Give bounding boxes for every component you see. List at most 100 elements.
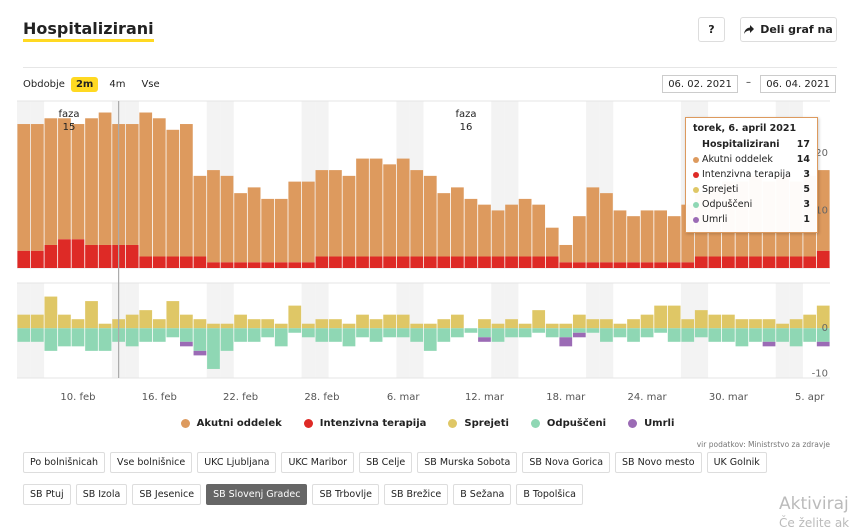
legend-swatch bbox=[530, 419, 540, 428]
x-tick-label: 5. apr bbox=[795, 392, 825, 403]
bar bbox=[301, 181, 315, 263]
x-tick-label: 30. mar bbox=[709, 392, 749, 403]
bar bbox=[586, 328, 600, 333]
bar bbox=[423, 175, 437, 257]
share-button[interactable]: Deli graf na bbox=[740, 17, 837, 42]
bar bbox=[139, 256, 153, 268]
y-tick-label: 10 bbox=[815, 205, 828, 216]
bar bbox=[708, 314, 722, 329]
x-tick-label: 16. feb bbox=[142, 392, 177, 403]
legend-item[interactable]: Odpuščeni bbox=[530, 418, 606, 429]
bar bbox=[315, 328, 329, 342]
bar bbox=[789, 328, 803, 347]
bar bbox=[762, 319, 776, 329]
bar bbox=[613, 262, 627, 268]
hospital-button[interactable]: SB Novo mesto bbox=[615, 452, 702, 473]
hospital-button[interactable]: SB Ptuj bbox=[23, 484, 71, 505]
tooltip: torek, 6. april 2021 Hospitalizirani 17 Ak… bbox=[685, 117, 818, 233]
bar bbox=[478, 256, 491, 268]
bar bbox=[44, 118, 58, 245]
hospital-button[interactable]: SB Trbovlje bbox=[312, 484, 379, 505]
bar bbox=[152, 118, 166, 257]
bar bbox=[816, 341, 830, 347]
bar bbox=[329, 256, 342, 268]
tooltip-value: 17 bbox=[796, 139, 810, 150]
bar bbox=[451, 328, 464, 338]
hospital-button[interactable]: UKC Maribor bbox=[281, 452, 355, 473]
bar bbox=[152, 328, 166, 342]
bar bbox=[207, 328, 220, 369]
hospital-button[interactable]: UK Golnik bbox=[706, 452, 767, 473]
bar bbox=[207, 262, 220, 268]
bar bbox=[166, 301, 180, 329]
legend-item[interactable]: Intenzivna terapija bbox=[303, 418, 426, 429]
hospital-button[interactable]: Vse bolnišnice bbox=[110, 452, 193, 473]
date-from[interactable]: 06. 02. 2021 bbox=[662, 75, 738, 93]
bar bbox=[816, 305, 830, 329]
bar bbox=[356, 158, 369, 257]
bar bbox=[288, 328, 302, 333]
bar bbox=[301, 323, 315, 329]
bar bbox=[735, 256, 749, 268]
bar bbox=[559, 328, 573, 338]
bar bbox=[125, 328, 139, 347]
bar bbox=[342, 256, 356, 268]
hospital-button[interactable]: SB Slovenj Gradec bbox=[206, 484, 308, 505]
hospital-button[interactable]: SB Murska Sobota bbox=[417, 452, 518, 473]
legend-item[interactable]: Umrli bbox=[628, 418, 674, 429]
legend-item[interactable]: Sprejeti bbox=[448, 418, 509, 429]
bar bbox=[613, 323, 627, 329]
period-option[interactable]: 2m bbox=[70, 77, 99, 92]
bar bbox=[17, 314, 31, 329]
bar bbox=[369, 328, 383, 342]
bar bbox=[193, 256, 207, 268]
bar bbox=[369, 158, 383, 257]
bar bbox=[491, 323, 505, 329]
hospital-button[interactable]: B Topolšica bbox=[516, 484, 583, 505]
bar bbox=[478, 328, 491, 338]
bar bbox=[261, 198, 275, 263]
bar bbox=[71, 328, 85, 347]
share-label: Deli graf na bbox=[760, 23, 833, 36]
bar bbox=[180, 314, 193, 329]
bar bbox=[247, 262, 261, 268]
bar bbox=[667, 262, 681, 268]
bar bbox=[180, 124, 193, 257]
period-option[interactable]: 4m bbox=[109, 79, 126, 90]
bar bbox=[30, 124, 44, 251]
help-button[interactable]: ? bbox=[698, 17, 725, 42]
bar bbox=[247, 187, 261, 263]
bar bbox=[776, 328, 789, 342]
tooltip-dot bbox=[693, 186, 699, 193]
hospital-button[interactable]: SB Jesenice bbox=[132, 484, 202, 505]
hospital-button[interactable]: SB Izola bbox=[75, 484, 128, 505]
hospital-button[interactable]: UKC Ljubljana bbox=[197, 452, 277, 473]
bar bbox=[396, 158, 410, 257]
legend-item[interactable]: Akutni oddelek bbox=[180, 418, 282, 429]
bar bbox=[640, 210, 654, 263]
tooltip-label: Odpuščeni bbox=[702, 199, 753, 210]
bar bbox=[572, 328, 586, 333]
period-option[interactable]: Vse bbox=[141, 79, 160, 90]
bar bbox=[694, 310, 708, 329]
bar bbox=[85, 244, 98, 268]
hospital-button[interactable]: SB Brežice bbox=[383, 484, 449, 505]
bar bbox=[545, 227, 559, 257]
hospital-button[interactable]: SB Celje bbox=[359, 452, 413, 473]
hospital-button[interactable]: B Sežana bbox=[453, 484, 512, 505]
hospital-button[interactable]: SB Nova Gorica bbox=[522, 452, 611, 473]
bar bbox=[789, 319, 803, 329]
hospital-button[interactable]: Po bolnišnicah bbox=[23, 452, 106, 473]
bar bbox=[315, 170, 329, 257]
bar bbox=[71, 319, 85, 329]
tooltip-row: Umrli 1 bbox=[693, 212, 810, 227]
bar bbox=[627, 216, 640, 263]
share-icon bbox=[744, 25, 755, 34]
bar bbox=[478, 337, 491, 342]
date-to[interactable]: 06. 04. 2021 bbox=[760, 75, 836, 93]
bar bbox=[247, 328, 261, 342]
bar bbox=[342, 323, 356, 329]
bar bbox=[451, 256, 464, 268]
tooltip-row: Akutni oddelek 14 bbox=[693, 152, 810, 167]
bar bbox=[505, 204, 518, 257]
